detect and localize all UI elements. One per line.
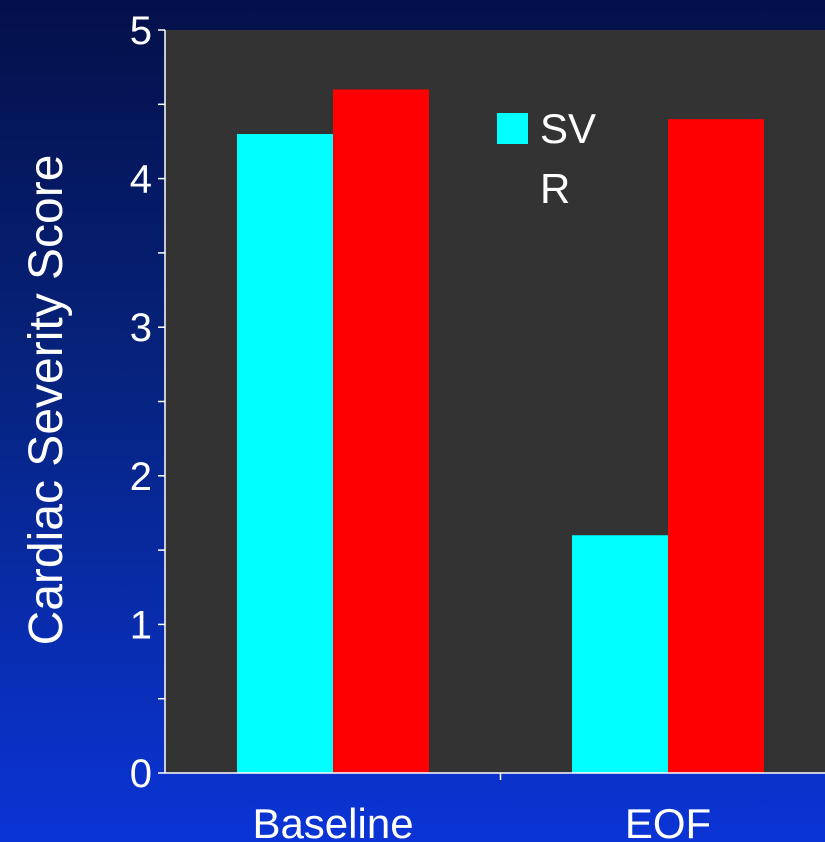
y-tick-label: 4 [130,158,152,202]
y-tick-label: 5 [130,9,152,53]
y-tick-label: 2 [130,455,152,499]
x-category-label: Baseline [252,800,413,842]
bar-r-eof [668,119,764,773]
axes-group [158,29,825,780]
legend-swatch-sv [497,113,528,144]
legend: SV R [497,105,596,212]
x-category-label: EOF [625,800,711,842]
bar-sv-eof [572,535,668,773]
y-axis-label: Cardiac Severity Score [20,155,73,646]
bars-group [237,89,764,773]
y-tick-labels: 0 1 2 3 4 5 [130,9,152,796]
y-tick-label: 0 [130,752,152,796]
legend-label-line2: R [540,165,570,212]
x-category-labels: Baseline EOF [252,800,711,842]
bar-sv-baseline [237,134,333,773]
bar-r-baseline [333,89,429,773]
legend-label-line1: SV [540,105,596,152]
y-tick-label: 1 [130,603,152,647]
y-tick-label: 3 [130,306,152,350]
